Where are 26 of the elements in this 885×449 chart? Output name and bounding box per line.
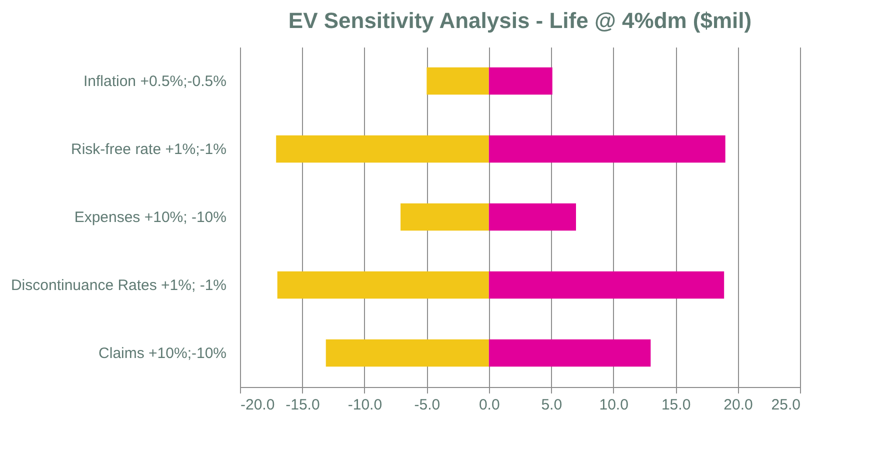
- x-tick-label: 0.0: [478, 396, 500, 414]
- x-tick-label: -5.0: [414, 396, 440, 414]
- x-tick-label: 10.0: [599, 396, 628, 414]
- chart-title: EV Sensitivity Analysis - Life @ 4%dm ($mil): [288, 8, 752, 33]
- x-tick-label: 15.0: [661, 396, 691, 414]
- x-tick-label: -20.0: [240, 396, 275, 414]
- bar: [426, 67, 489, 95]
- y-tick-label: Expenses +10%; -10%: [74, 209, 226, 226]
- bar: [400, 203, 489, 231]
- x-tick-label: 20.0: [724, 396, 753, 414]
- y-tick-label: Discontinuance Rates +1%; -1%: [10, 277, 226, 294]
- y-tick-label: Inflation +0.5%;-0.5%: [83, 73, 226, 90]
- bar: [488, 339, 651, 367]
- y-tick-label: Claims +10%;-10%: [98, 345, 226, 362]
- bar: [326, 339, 489, 367]
- x-tick-label: -15.0: [286, 396, 320, 414]
- bar: [488, 203, 576, 231]
- bar: [276, 135, 489, 163]
- bar: [488, 67, 552, 95]
- bar: [277, 271, 489, 299]
- bar: [488, 135, 726, 163]
- x-tick-label: -10.0: [348, 396, 382, 414]
- x-tick-label: 5.0: [541, 396, 562, 414]
- bar: [488, 271, 724, 299]
- x-tick-label: 25.0: [771, 396, 800, 414]
- y-tick-label: Risk-free rate +1%;-1%: [71, 141, 226, 158]
